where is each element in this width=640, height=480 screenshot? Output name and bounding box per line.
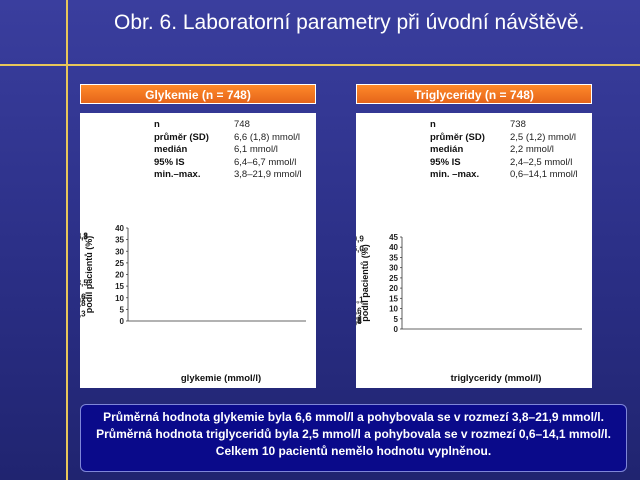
x-tick-label: 7,0–7,9 [356, 328, 357, 337]
data-label: 6,7 [80, 294, 86, 303]
stats-value: 2,5 (1,2) mmol/l [510, 131, 576, 143]
data-label: 11,1 [356, 295, 364, 304]
y-tick-label: 10 [115, 294, 124, 303]
stats-key: medián [430, 144, 464, 155]
y-tick-label: 40 [115, 224, 124, 233]
x-tick-label: 4,0–4,9 [356, 328, 357, 337]
stats-value: 738 [510, 119, 526, 130]
data-label: 13,5 [80, 279, 88, 288]
x-axis-label: triglyceridy (mmol/l) [451, 373, 542, 384]
y-tick-label: 15 [389, 294, 398, 303]
stats-row: n 738 [356, 119, 592, 132]
y-tick-label: 5 [394, 315, 399, 324]
data-label: 3,3 [356, 311, 362, 320]
x-tick-label: <4,0 [80, 320, 81, 329]
decor-horizontal-line [0, 64, 640, 66]
stats-key: n [154, 119, 160, 130]
stats-value: 6,4–6,7 mmol/l [234, 156, 297, 168]
y-tick-label: 0 [120, 317, 125, 326]
y-tick-label: 15 [115, 282, 124, 291]
y-tick-label: 45 [389, 233, 398, 242]
x-tick-label: 8,0–8,9 [80, 320, 81, 329]
panel-body: n 748 průměr (SD) 6,6 (1,8) mmol/l medián 6… [80, 113, 316, 388]
summary-caption: Průměrná hodnota glykemie byla 6,6 mmol/… [80, 404, 627, 472]
y-tick-label: 30 [115, 247, 124, 256]
x-tick-label: <1,0 [356, 328, 357, 337]
y-tick-label: 30 [389, 264, 398, 273]
data-label: 0,9 [356, 316, 362, 325]
x-tick-label: 7,0–7,9 [80, 320, 81, 329]
x-tick-label: >=9,0 [80, 320, 81, 329]
stats-value: 2,4–2,5 mmol/l [510, 156, 573, 168]
stats-row: průměr (SD) 6,6 (1,8) mmol/l [80, 132, 316, 145]
x-axis-label: glykemie (mmol/l) [181, 373, 261, 384]
x-tick-label: 6,0–6,9 [356, 328, 357, 337]
x-tick-label: 6,0–6,9 [80, 320, 81, 329]
stats-row: n 748 [80, 119, 316, 132]
stats-key: 95% IS [430, 156, 461, 168]
y-tick-label: 35 [115, 236, 124, 245]
data-label: 0,4 [356, 317, 362, 326]
x-tick-label: 4,0–4,9 [80, 320, 81, 329]
x-tick-label: 5,0–5,9 [80, 320, 81, 329]
stats-row: min.–max. 3,8–21,9 mmol/l [80, 169, 316, 182]
stats-value: 2,2 mmol/l [510, 144, 554, 155]
slide-title: Obr. 6. Laboratorní parametry při úvodní… [114, 11, 585, 34]
y-tick-label: 40 [389, 243, 398, 252]
data-label: 33,3 [80, 233, 88, 242]
stats-row: 95% IS 2,4–2,5 mmol/l [356, 157, 592, 170]
y-tick-label: 35 [389, 253, 398, 262]
data-label: 7,6 [80, 292, 86, 301]
panel-body: n 738 průměr (SD) 2,5 (1,2) mmol/l medián 2… [356, 113, 592, 388]
y-axis-label: podíl pacientů (%) [84, 236, 94, 314]
stats-value: 6,6 (1,8) mmol/l [234, 131, 300, 143]
glycemia-bar-chart: 0 5 10 15 20 25 30 35 40 podíl pacientů (%)0,3 <4,… [80, 224, 306, 384]
panel-header: Glykemie (n = 748) [80, 84, 316, 104]
stats-row: 95% IS 6,4–6,7 mmol/l [80, 157, 316, 170]
x-tick-label: 5,0–5,9 [356, 328, 357, 337]
data-label: 33,8 [80, 231, 88, 240]
stats-row: medián 6,1 mmol/l [80, 144, 316, 157]
panel-header: Triglyceridy (n = 748) [356, 84, 592, 104]
stats-value: 0,6–14,1 mmol/l [510, 169, 578, 180]
stats-value: 3,8–21,9 mmol/l [234, 169, 302, 180]
stats-key: průměr (SD) [154, 131, 209, 143]
y-tick-label: 20 [115, 271, 124, 280]
y-tick-label: 10 [389, 305, 398, 314]
data-label: 1,2 [356, 316, 362, 325]
stats-row: min. –max. 0,6–14,1 mmol/l [356, 169, 592, 182]
stats-key: n [430, 119, 436, 130]
data-label: 4,8 [80, 299, 86, 308]
stats-key: min. –max. [430, 169, 480, 180]
data-label: 36,0 [356, 244, 364, 253]
stats-key: medián [154, 144, 188, 155]
stats-table: n 748 průměr (SD) 6,6 (1,8) mmol/l medián 6… [80, 119, 316, 182]
data-label: 5,6 [356, 307, 362, 316]
y-tick-label: 20 [389, 284, 398, 293]
data-label: 40,9 [356, 234, 364, 243]
stats-row: medián 2,2 mmol/l [356, 144, 592, 157]
stats-key: min.–max. [154, 169, 201, 180]
data-label: 0,5 [356, 317, 362, 326]
y-axis-label: podíl pacientů (%) [360, 244, 370, 322]
y-tick-label: 5 [120, 305, 125, 314]
y-tick-label: 0 [394, 325, 399, 334]
decor-vertical-line [66, 0, 68, 480]
stats-key: průměr (SD) [430, 131, 485, 143]
stats-key: 95% IS [154, 156, 185, 168]
y-tick-label: 25 [389, 274, 398, 283]
panel-glycemia: Glykemie (n = 748) n 748 průměr (SD) 6,6 (… [80, 84, 316, 388]
data-label: 0,3 [80, 309, 86, 318]
stats-row: průměr (SD) 2,5 (1,2) mmol/l [356, 132, 592, 145]
y-tick-label: 25 [115, 259, 124, 268]
stats-value: 6,1 mmol/l [234, 144, 278, 155]
stats-value: 748 [234, 119, 250, 130]
x-tick-label: 1,0–1,9 [356, 328, 357, 337]
x-tick-label: 2,0–2,9 [356, 328, 357, 337]
panel-triglycerides: Triglyceridy (n = 748) n 738 průměr (SD) 2… [356, 84, 592, 388]
stats-table: n 738 průměr (SD) 2,5 (1,2) mmol/l medián 2… [356, 119, 592, 182]
x-tick-label: 3,0–3,9 [356, 328, 357, 337]
x-tick-label: >=8,0 [356, 328, 357, 337]
